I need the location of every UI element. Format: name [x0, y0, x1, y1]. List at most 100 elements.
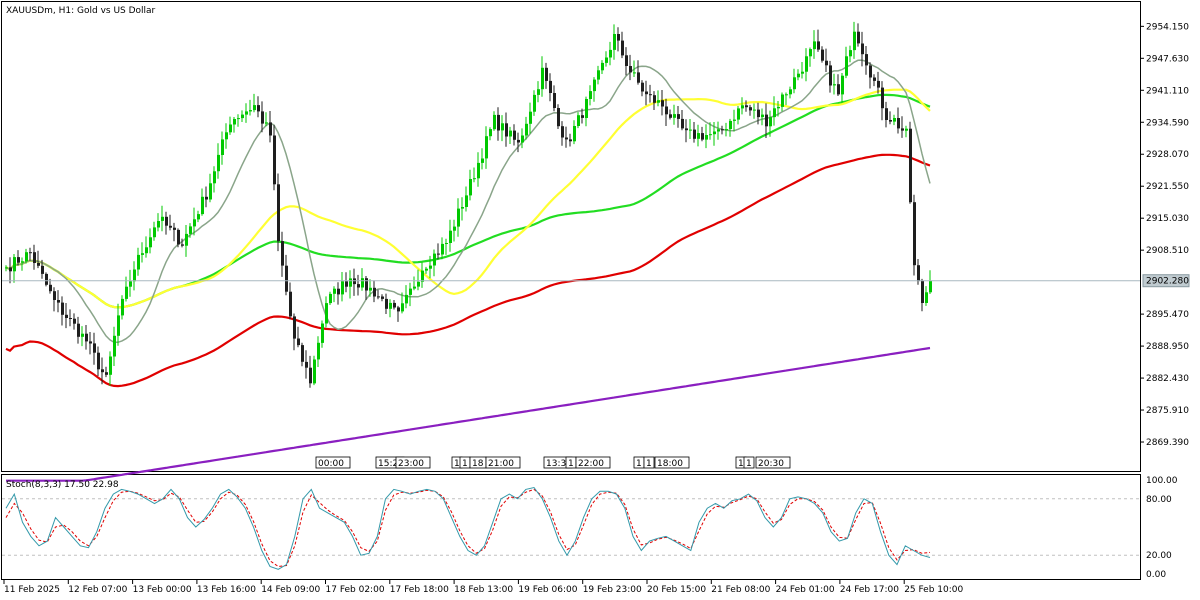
candle-body[interactable] [361, 278, 364, 288]
candle-body[interactable] [533, 94, 536, 112]
candle-body[interactable] [161, 216, 164, 221]
candle-body[interactable] [885, 108, 888, 120]
candle-body[interactable] [629, 66, 632, 73]
candle-body[interactable] [313, 359, 316, 384]
candle-body[interactable] [897, 118, 900, 129]
candle-body[interactable] [229, 124, 232, 133]
candle-body[interactable] [597, 70, 600, 80]
candle-body[interactable] [69, 318, 72, 319]
candle-body[interactable] [173, 227, 176, 230]
candle-body[interactable] [45, 273, 48, 285]
candle-body[interactable] [601, 62, 604, 71]
candle-body[interactable] [557, 108, 560, 127]
candle-body[interactable] [249, 110, 252, 112]
candle-body[interactable] [889, 120, 892, 122]
candle-body[interactable] [165, 216, 168, 226]
candle-body[interactable] [701, 133, 704, 140]
candle-body[interactable] [437, 253, 440, 255]
candle-body[interactable] [37, 263, 40, 266]
candle-body[interactable] [821, 49, 824, 61]
candle-body[interactable] [401, 303, 404, 312]
candle-body[interactable] [221, 139, 224, 155]
candle-body[interactable] [377, 296, 380, 298]
candle-body[interactable] [661, 100, 664, 107]
candle-body[interactable] [769, 117, 772, 127]
candle-body[interactable] [497, 114, 500, 131]
candle-body[interactable] [61, 302, 64, 315]
candle-body[interactable] [633, 72, 636, 74]
candle-body[interactable] [841, 75, 844, 95]
candle-body[interactable] [553, 93, 556, 108]
candle-body[interactable] [169, 225, 172, 228]
candle-body[interactable] [365, 278, 368, 291]
candle-body[interactable] [893, 118, 896, 122]
candle-body[interactable] [489, 129, 492, 137]
candle-body[interactable] [857, 31, 860, 44]
candle-body[interactable] [49, 284, 52, 292]
candle-body[interactable] [777, 106, 780, 109]
indicator-frame[interactable] [1, 474, 1141, 580]
candle-body[interactable] [749, 107, 752, 111]
candle-body[interactable] [917, 265, 920, 282]
candle-body[interactable] [197, 214, 200, 220]
candle-body[interactable] [297, 338, 300, 346]
candle-body[interactable] [289, 291, 292, 317]
candle-body[interactable] [193, 219, 196, 227]
candle-body[interactable] [529, 111, 532, 124]
candle-body[interactable] [677, 114, 680, 119]
candle-body[interactable] [809, 49, 812, 57]
candle-body[interactable] [745, 105, 748, 108]
candle-body[interactable] [9, 267, 12, 272]
candle-body[interactable] [741, 105, 744, 109]
candle-body[interactable] [673, 114, 676, 118]
candle-body[interactable] [145, 247, 148, 254]
candle-body[interactable] [381, 296, 384, 299]
candle-body[interactable] [405, 294, 408, 304]
candle-body[interactable] [861, 43, 864, 55]
candle-body[interactable] [277, 184, 280, 242]
candle-body[interactable] [185, 233, 188, 246]
candle-body[interactable] [641, 82, 644, 92]
candle-body[interactable] [461, 207, 464, 209]
candle-body[interactable] [509, 130, 512, 137]
candle-body[interactable] [269, 122, 272, 136]
candle-body[interactable] [309, 367, 312, 384]
candle-body[interactable] [13, 257, 16, 272]
candle-body[interactable] [721, 129, 724, 131]
candle-body[interactable] [593, 79, 596, 92]
candle-body[interactable] [829, 65, 832, 86]
candle-body[interactable] [129, 281, 132, 287]
candle-body[interactable] [505, 123, 508, 137]
candle-body[interactable] [669, 114, 672, 118]
candle-body[interactable] [625, 55, 628, 66]
candle-body[interactable] [765, 114, 768, 127]
candle-body[interactable] [657, 100, 660, 103]
candle-body[interactable] [301, 345, 304, 362]
candle-body[interactable] [537, 89, 540, 95]
candle-body[interactable] [473, 178, 476, 180]
candle-body[interactable] [205, 196, 208, 200]
candle-body[interactable] [797, 73, 800, 78]
candle-body[interactable] [357, 284, 360, 288]
candle-body[interactable] [709, 134, 712, 136]
candle-body[interactable] [849, 50, 852, 57]
candle-body[interactable] [321, 323, 324, 343]
candle-body[interactable] [617, 34, 620, 41]
candle-body[interactable] [65, 314, 68, 318]
candle-body[interactable] [585, 99, 588, 118]
candle-body[interactable] [433, 253, 436, 266]
candle-body[interactable] [425, 268, 428, 271]
candle-body[interactable] [21, 261, 24, 263]
candle-body[interactable] [781, 94, 784, 107]
candle-body[interactable] [201, 196, 204, 215]
candle-body[interactable] [453, 226, 456, 231]
candle-body[interactable] [397, 307, 400, 312]
candle-body[interactable] [817, 41, 820, 50]
candle-body[interactable] [133, 269, 136, 282]
candle-body[interactable] [253, 105, 256, 111]
candle-body[interactable] [905, 128, 908, 131]
candle-body[interactable] [373, 287, 376, 297]
candle-body[interactable] [469, 179, 472, 196]
candle-body[interactable] [681, 118, 684, 129]
